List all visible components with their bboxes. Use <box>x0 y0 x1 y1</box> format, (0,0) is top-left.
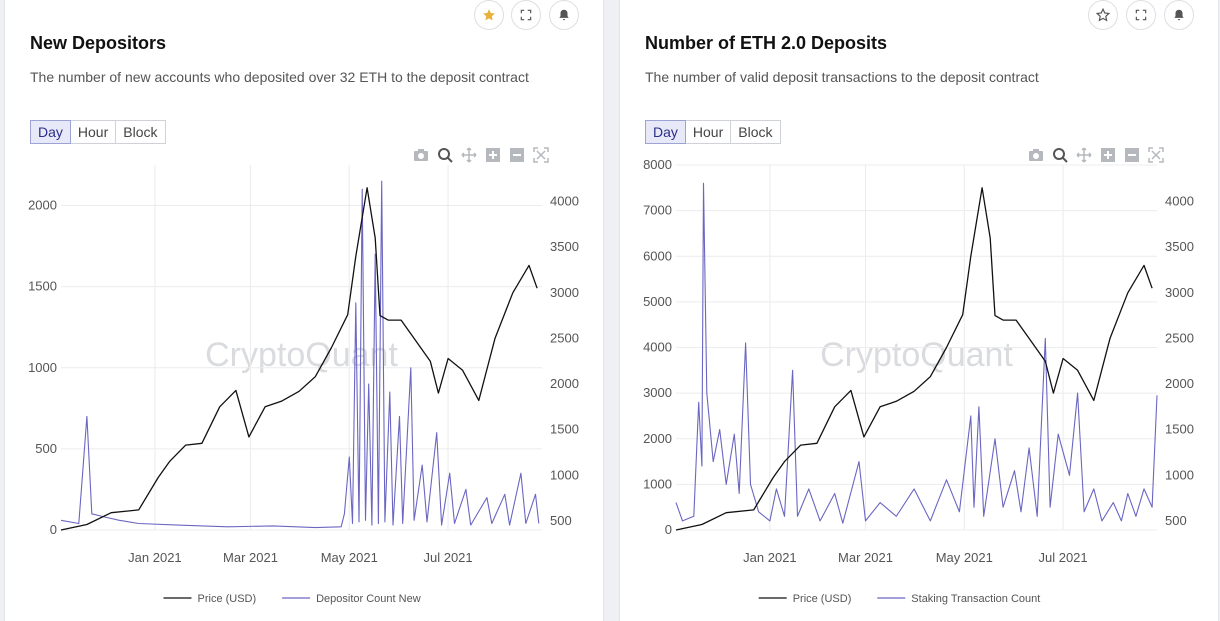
y-right-tick-label: 1000 <box>1165 467 1194 482</box>
legend-label[interactable]: Depositor Count New <box>316 593 421 605</box>
chart-title: Number of ETH 2.0 Deposits <box>645 33 888 53</box>
favorite-button[interactable] <box>1088 0 1118 30</box>
y-left-tick-label: 3000 <box>643 385 672 400</box>
zoom-in-icon[interactable] <box>1100 147 1116 163</box>
y-left-tick-label: 6000 <box>643 248 672 263</box>
y-right-tick-label: 3500 <box>550 239 579 254</box>
y-left-tick-label: 0 <box>50 522 57 537</box>
tab-hour[interactable]: Hour <box>684 120 732 144</box>
tab-block[interactable]: Block <box>115 120 166 144</box>
alert-button[interactable] <box>1164 0 1194 30</box>
x-tick-label: Mar 2021 <box>838 550 893 565</box>
y-left-tick-label: 7000 <box>643 203 672 218</box>
series-line-price <box>675 187 1153 531</box>
expand-button[interactable] <box>1126 0 1156 30</box>
bell-icon <box>1174 9 1184 21</box>
autoscale-icon[interactable] <box>1148 147 1164 163</box>
y-right-tick-label: 3000 <box>550 285 579 300</box>
chart-area[interactable]: CryptoQuant Jan 2021 Mar 2021 May 2021 Jul 2… <box>5 151 603 621</box>
alert-button[interactable] <box>549 0 579 30</box>
autoscale-icon[interactable] <box>533 147 549 163</box>
chart-modebar <box>1028 147 1164 163</box>
zoom-out-icon[interactable] <box>1124 147 1140 163</box>
zoom-icon[interactable] <box>1052 147 1068 163</box>
x-tick-label: Jul 2021 <box>423 550 472 565</box>
y-right-tick-label: 3500 <box>1165 239 1194 254</box>
legend-label[interactable]: Staking Transaction Count <box>911 593 1040 605</box>
favorite-button[interactable] <box>474 0 504 30</box>
x-tick-label: May 2021 <box>936 550 993 565</box>
chart-description: The number of new accounts who deposited… <box>30 69 529 85</box>
y-right-tick-label: 1000 <box>550 467 579 482</box>
chart-title: New Depositors <box>30 33 167 53</box>
y-left-tick-label: 2000 <box>643 431 672 446</box>
y-right-tick-label: 2000 <box>1165 376 1194 391</box>
camera-icon[interactable] <box>1028 147 1044 163</box>
legend-label[interactable]: Price (USD) <box>793 593 852 605</box>
y-right-tick-label: 1500 <box>1165 422 1194 437</box>
tab-hour[interactable]: Hour <box>69 120 117 144</box>
chart-card-new-depositors: New Depositors The number of new account… <box>4 0 604 621</box>
legend-label[interactable]: Price (USD) <box>198 593 257 605</box>
tab-day[interactable]: Day <box>645 120 686 144</box>
y-left-tick-label: 1000 <box>643 476 672 491</box>
y-right-tick-label: 2500 <box>550 330 579 345</box>
chart-card-eth2-deposits: Number of ETH 2.0 Deposits The number of… <box>619 0 1219 621</box>
interval-selector: Day Hour Block <box>645 120 781 144</box>
series-line-count <box>60 180 540 529</box>
star-outline-icon <box>1096 8 1110 22</box>
chart-modebar <box>413 147 549 163</box>
watermark: CryptoQuant <box>205 336 398 374</box>
zoom-in-icon[interactable] <box>485 147 501 163</box>
star-filled-icon <box>483 9 495 21</box>
x-tick-label: Jul 2021 <box>1038 550 1087 565</box>
tab-block[interactable]: Block <box>730 120 781 144</box>
series-line-count <box>675 182 1158 524</box>
y-left-tick-label: 0 <box>665 522 672 537</box>
series-line-price <box>60 187 538 531</box>
camera-icon[interactable] <box>413 147 429 163</box>
x-tick-label: Jan 2021 <box>743 550 797 565</box>
y-right-tick-label: 2500 <box>1165 330 1194 345</box>
y-left-tick-label: 8000 <box>643 157 672 172</box>
y-right-tick-label: 500 <box>550 513 572 528</box>
y-left-tick-label: 5000 <box>643 294 672 309</box>
zoom-out-icon[interactable] <box>509 147 525 163</box>
expand-icon <box>1135 9 1147 21</box>
pan-icon[interactable] <box>461 147 477 163</box>
y-right-tick-label: 4000 <box>1165 194 1194 209</box>
y-left-tick-label: 2000 <box>28 198 57 213</box>
zoom-icon[interactable] <box>437 147 453 163</box>
x-tick-label: Jan 2021 <box>128 550 182 565</box>
y-right-tick-label: 500 <box>1165 513 1187 528</box>
chart-description: The number of valid deposit transactions… <box>645 69 1039 85</box>
y-right-tick-label: 1500 <box>550 422 579 437</box>
y-right-tick-label: 4000 <box>550 194 579 209</box>
interval-selector: Day Hour Block <box>30 120 166 144</box>
pan-icon[interactable] <box>1076 147 1092 163</box>
x-tick-label: Mar 2021 <box>223 550 278 565</box>
y-left-tick-label: 500 <box>35 441 57 456</box>
bell-icon <box>559 9 569 21</box>
y-left-tick-label: 1000 <box>28 360 57 375</box>
expand-icon <box>520 9 532 21</box>
y-left-tick-label: 1500 <box>28 279 57 294</box>
chart-area[interactable]: CryptoQuant Jan 2021 Mar 2021 May 2021 Jul 2… <box>620 151 1218 621</box>
y-left-tick-label: 4000 <box>643 340 672 355</box>
tab-day[interactable]: Day <box>30 120 71 144</box>
y-right-tick-label: 3000 <box>1165 285 1194 300</box>
expand-button[interactable] <box>511 0 541 30</box>
x-tick-label: May 2021 <box>321 550 378 565</box>
y-right-tick-label: 2000 <box>550 376 579 391</box>
watermark: CryptoQuant <box>820 336 1013 374</box>
